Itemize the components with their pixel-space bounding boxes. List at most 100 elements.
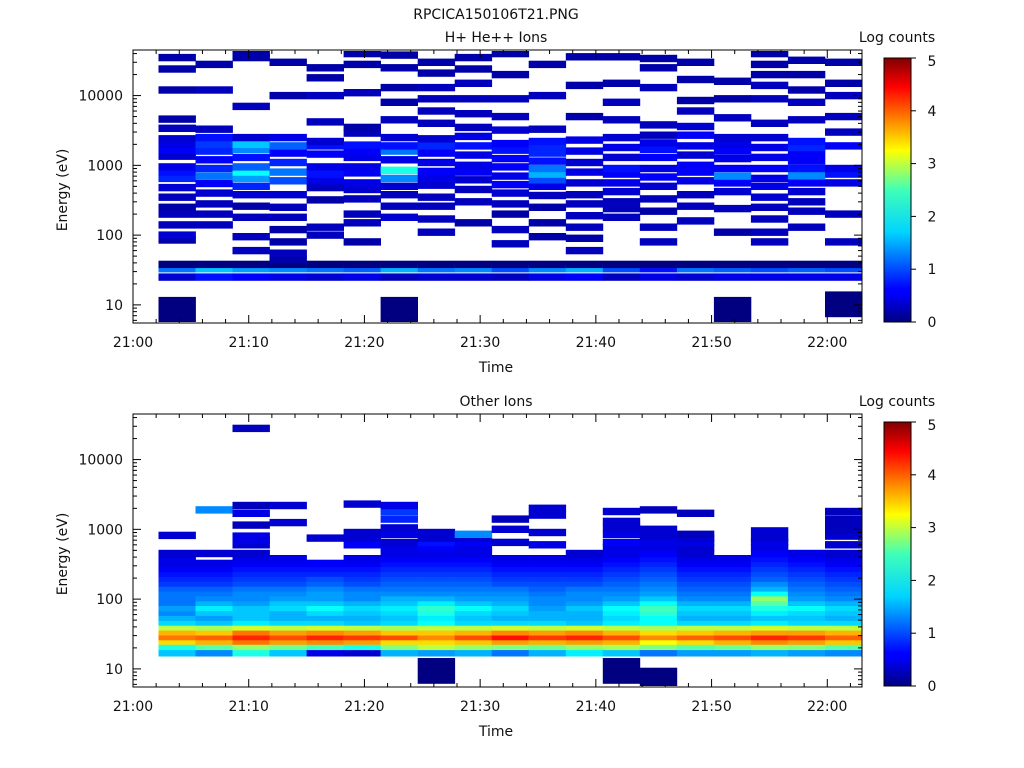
heatmap-cell [825, 579, 863, 587]
heatmap-cell [195, 637, 233, 645]
heatmap-cell [417, 228, 456, 236]
heatmap-cell [639, 642, 678, 651]
heatmap-cell [232, 501, 270, 510]
heatmap-cell [158, 236, 196, 244]
heatmap-cell [306, 613, 344, 621]
heatmap-cell [528, 649, 567, 657]
heatmap-cell [306, 569, 344, 577]
heatmap-cell [528, 603, 567, 612]
heatmap-cell [380, 296, 418, 322]
heatmap-cell [380, 501, 418, 510]
heatmap-cell [639, 584, 678, 592]
heatmap-cell [491, 555, 530, 563]
heatmap-cell [565, 179, 604, 187]
heatmap-cell [380, 642, 418, 651]
heatmap-cell [676, 549, 715, 558]
heatmap-cell [306, 598, 344, 606]
heatmap-cell [602, 613, 641, 621]
heatmap-cell [491, 598, 530, 606]
heatmap-cell [713, 649, 752, 657]
heatmap-cell [158, 221, 196, 229]
heatmap-cell [602, 98, 641, 106]
heatmap-cell [195, 164, 233, 173]
heatmap-cell [343, 500, 381, 508]
heatmap-cell [343, 559, 381, 568]
heatmap-cell [195, 273, 233, 281]
heatmap-cell [380, 147, 418, 155]
heatmap-cell [676, 632, 715, 641]
heatmap-cell [417, 260, 456, 269]
heatmap-cell [602, 53, 641, 61]
heatmap-cell [491, 154, 530, 163]
heatmap-cell [158, 628, 196, 636]
heatmap-cell [565, 559, 604, 568]
heatmap-cell [195, 588, 233, 597]
heatmap-cell [232, 623, 270, 631]
heatmap-cell [158, 649, 196, 657]
heatmap-cell [825, 564, 863, 573]
heatmap-cell [602, 538, 641, 547]
heatmap-cell [750, 569, 789, 577]
heatmap-cell [491, 225, 530, 234]
heatmap-cell [417, 632, 456, 641]
heatmap-cell [750, 538, 789, 547]
heatmap-cell [454, 79, 493, 87]
heatmap-cell [306, 273, 344, 281]
heatmap-cell [565, 265, 604, 273]
heatmap-cell [232, 424, 270, 433]
heatmap-cell [195, 603, 233, 612]
heatmap-cell [306, 265, 344, 273]
heatmap-cell [565, 147, 604, 155]
heatmap-cell [454, 613, 493, 621]
heatmap-cell [491, 525, 530, 533]
heatmap-cell [158, 163, 196, 171]
heatmap-cell [343, 608, 381, 616]
x-axis-label: Time [478, 724, 513, 740]
x-tick-label: 21:20 [344, 699, 384, 715]
heatmap-cell [565, 613, 604, 621]
heatmap-cell [528, 149, 567, 157]
heatmap-cell [565, 246, 604, 255]
heatmap-cell [787, 637, 826, 645]
heatmap-cell [602, 143, 641, 152]
heatmap-cell [417, 193, 456, 201]
x-tick-label: 22:00 [807, 699, 847, 715]
heatmap-cell [825, 112, 863, 121]
heatmap-cell [639, 145, 678, 153]
heatmap-cell [232, 140, 270, 148]
heatmap-cell [269, 265, 307, 273]
heatmap-cell [306, 64, 344, 72]
heatmap-cell [787, 618, 826, 626]
heatmap-cell [417, 142, 456, 150]
heatmap-cell [825, 58, 863, 66]
heatmap-cell [787, 198, 826, 206]
heatmap-cell [195, 179, 233, 188]
x-tick-label: 21:20 [344, 335, 384, 351]
colorbar-tick-label: 3 [928, 521, 937, 537]
heatmap-cell [343, 613, 381, 621]
heatmap-cell [343, 265, 381, 273]
heatmap-cell [491, 273, 530, 281]
heatmap-cell [158, 613, 196, 621]
heatmap-cell [676, 122, 715, 131]
heatmap-cell [306, 223, 344, 231]
heatmap-cell [565, 200, 604, 208]
heatmap-cell [158, 203, 196, 211]
heatmap-cell [750, 579, 789, 587]
heatmap-cell [417, 135, 456, 143]
heatmap-cell [195, 559, 233, 568]
heatmap-cell [565, 642, 604, 651]
heatmap-cell [639, 574, 678, 582]
heatmap-cell [306, 231, 344, 239]
heatmap-cell [787, 143, 826, 152]
heatmap-cell [602, 133, 641, 142]
heatmap-cell [565, 234, 604, 242]
heatmap-cell [787, 632, 826, 641]
heatmap-cell [343, 574, 381, 582]
heatmap-cell [528, 564, 567, 573]
heatmap-cell [750, 60, 789, 69]
heatmap-cell [639, 559, 678, 568]
heatmap-cell [639, 173, 678, 181]
heatmap-cell [825, 515, 863, 523]
heatmap-cell [750, 119, 789, 127]
